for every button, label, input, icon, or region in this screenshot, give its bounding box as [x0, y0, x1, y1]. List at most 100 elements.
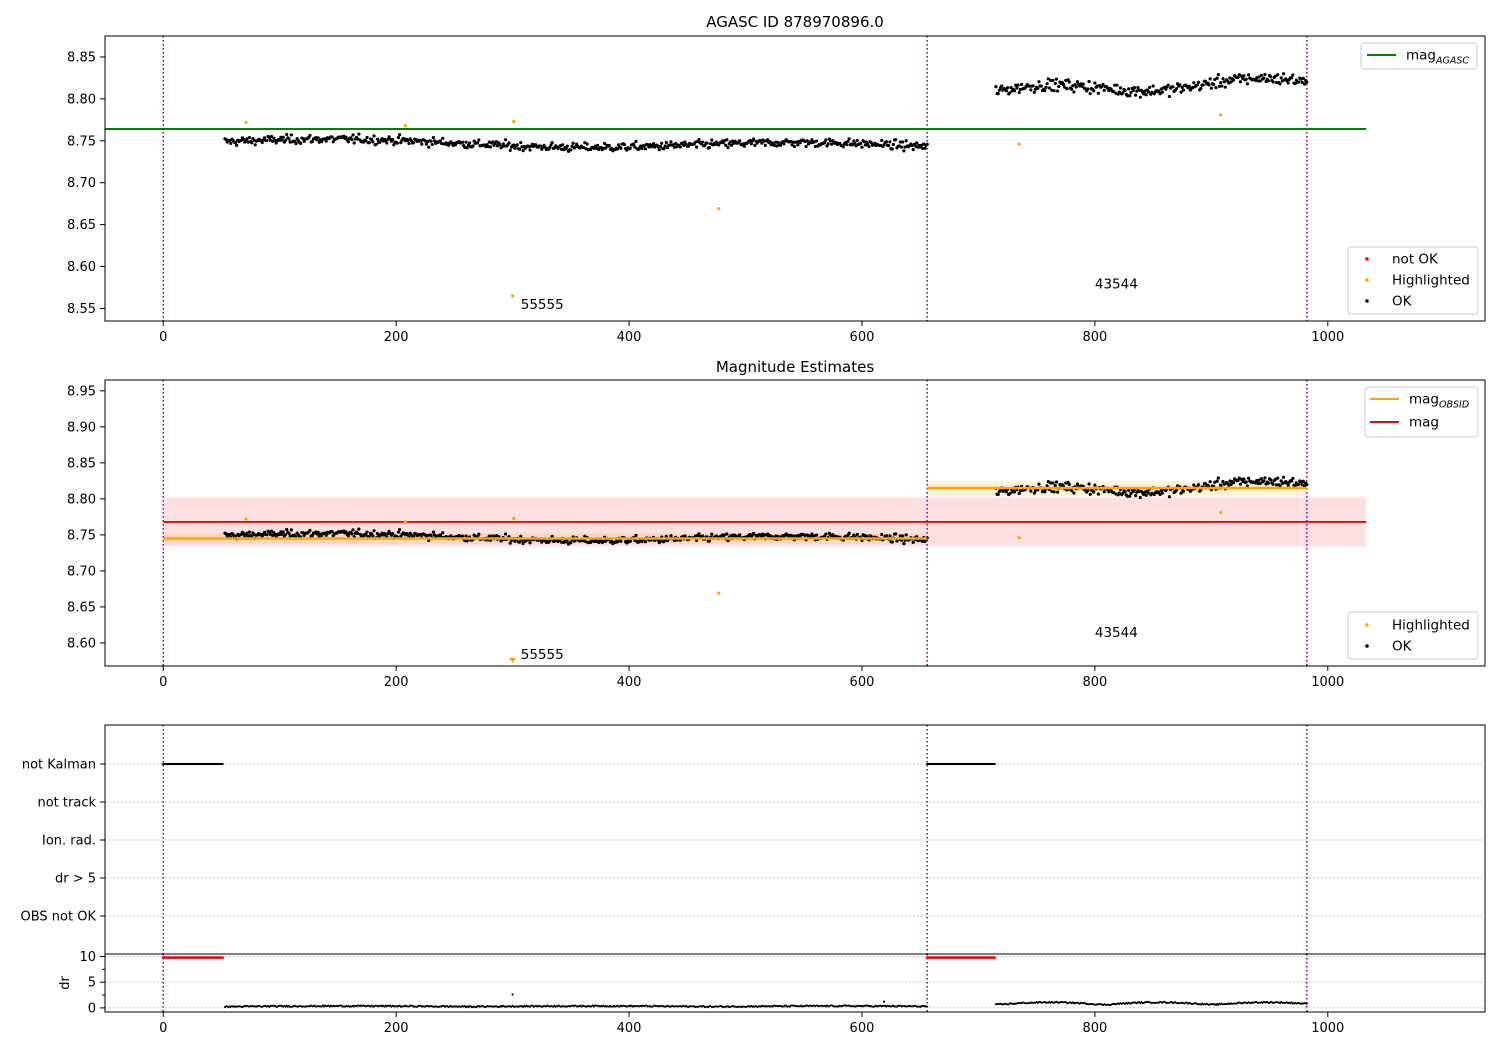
ok-point — [396, 135, 401, 140]
ok-point — [763, 143, 767, 147]
ok-point — [285, 527, 289, 532]
ok-point — [507, 141, 511, 145]
ok-point — [1281, 475, 1286, 479]
ok-point — [1102, 88, 1106, 92]
ok-point — [901, 534, 905, 538]
ok-point — [585, 142, 589, 146]
ok-point — [1244, 77, 1248, 81]
ok-point — [279, 135, 283, 139]
ok-point — [399, 141, 403, 145]
flag-category-label: dr > 5 — [55, 872, 96, 887]
ok-point — [1259, 477, 1264, 481]
ok-point — [346, 534, 350, 538]
agasc-ytick-label: 8.70 — [67, 176, 96, 191]
ok-point — [1057, 84, 1061, 89]
ok-point — [1301, 479, 1305, 483]
ok-point — [1271, 80, 1275, 84]
ok-point — [273, 138, 277, 142]
ok-point — [738, 139, 742, 143]
estimates-xtick-label: 1000 — [1311, 675, 1344, 690]
ok-point — [1067, 482, 1071, 486]
ok-point — [1231, 481, 1236, 485]
ok-point — [619, 539, 623, 543]
ok-point — [1192, 81, 1196, 85]
ok-point — [1054, 480, 1059, 484]
ok-point — [1111, 490, 1116, 495]
ok-point — [1134, 93, 1138, 97]
ok-point — [519, 534, 523, 539]
ok-point — [642, 144, 646, 148]
ok-point — [438, 139, 442, 143]
ok-point — [233, 140, 238, 145]
ok-point — [1039, 84, 1043, 88]
ok-point — [1000, 84, 1004, 88]
ok-point — [508, 148, 512, 152]
ok-point — [1117, 90, 1121, 94]
ok-point — [1046, 77, 1050, 81]
ok-point — [791, 534, 795, 538]
ok-point — [521, 541, 525, 545]
ok-point — [247, 135, 252, 140]
ok-point — [1128, 494, 1132, 498]
ok-point — [1150, 90, 1154, 94]
ok-point — [1293, 81, 1297, 86]
legend-marker-swatch — [1365, 644, 1369, 648]
ok-point — [604, 539, 608, 543]
ok-point — [749, 142, 753, 146]
ok-point — [890, 540, 894, 544]
ok-point — [476, 141, 480, 145]
ok-point — [273, 532, 277, 537]
ok-point — [357, 132, 361, 136]
ok-point — [1157, 89, 1161, 93]
legend-marker-label: not OK — [1392, 252, 1439, 268]
ok-point — [398, 528, 402, 532]
ok-point — [1245, 82, 1250, 86]
ok-point — [463, 145, 467, 150]
ok-point — [1053, 484, 1057, 488]
ok-point — [633, 145, 637, 149]
ok-point — [463, 539, 467, 543]
ok-point — [350, 138, 354, 142]
ok-point — [920, 539, 925, 543]
estimates-ytick-label: 8.60 — [67, 636, 96, 651]
ok-point — [1297, 482, 1301, 486]
agasc-xtick-label: 800 — [1082, 330, 1107, 345]
ok-point — [894, 138, 898, 142]
ok-point — [996, 92, 1000, 96]
ok-point — [810, 138, 814, 142]
ok-point — [1262, 76, 1266, 80]
ok-point — [1221, 479, 1225, 484]
obsid-annotation: 55555 — [521, 647, 564, 663]
dr-xtick-label: 800 — [1082, 1021, 1107, 1036]
ok-point — [1263, 476, 1267, 480]
ok-point — [1125, 94, 1130, 98]
ok-point — [902, 541, 906, 546]
ok-point — [247, 530, 252, 534]
ok-point — [1121, 91, 1125, 95]
ok-point — [1167, 94, 1172, 99]
ok-point — [1219, 81, 1223, 85]
ok-point — [412, 141, 416, 145]
ok-point — [651, 142, 656, 146]
ok-point — [583, 140, 587, 145]
ok-point — [330, 135, 334, 139]
ok-point — [1012, 490, 1017, 494]
agasc-xtick-label: 1000 — [1311, 330, 1344, 345]
ok-point — [283, 138, 288, 142]
ok-point — [847, 137, 851, 141]
estimates-xtick-label: 600 — [850, 675, 875, 690]
ok-point — [1278, 82, 1282, 86]
ok-point — [860, 145, 864, 149]
ok-point — [1043, 490, 1047, 494]
ok-point — [1029, 489, 1033, 493]
ok-point — [1069, 488, 1074, 493]
ok-point — [1127, 87, 1131, 91]
ok-point — [519, 140, 523, 145]
ok-point — [798, 141, 802, 145]
ok-point — [643, 540, 647, 544]
ok-point — [1276, 73, 1280, 77]
ok-point — [899, 145, 904, 149]
ok-point — [760, 141, 764, 145]
ok-point — [1019, 82, 1024, 87]
ok-point — [406, 138, 410, 143]
